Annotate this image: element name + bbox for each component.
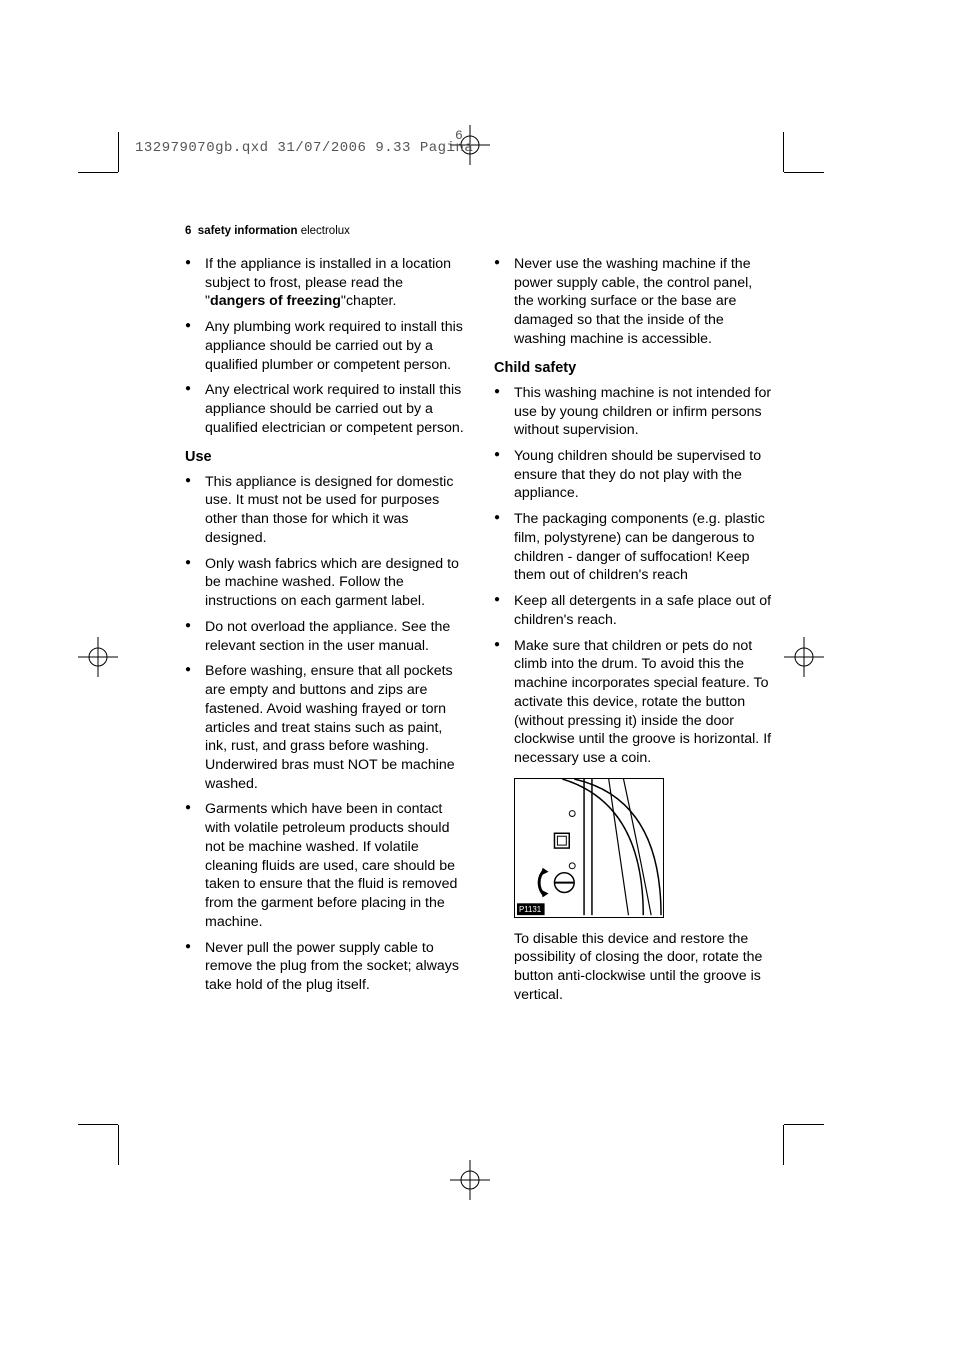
list-item: This washing machine is not intended for… [494,384,775,440]
print-job-header: 132979070gb.qxd 31/07/2006 9.33 Pagina [135,140,473,156]
bullet-text: "chapter. [341,293,397,309]
page-content: 6 safety information electrolux If the a… [185,225,775,1005]
registration-mark-icon [784,637,824,677]
list-item: Before washing, ensure that all pockets … [185,662,466,793]
brand-name: electrolux [301,225,350,237]
right-column: Never use the washing machine if the pow… [494,255,775,1005]
use-heading: Use [185,448,466,467]
intro-bullet-list: If the appliance is installed in a locat… [185,255,466,438]
closing-paragraph: To disable this device and restore the p… [494,930,775,1005]
bullet-bold: dangers of freezing [210,293,341,309]
child-bullet-list: This washing machine is not intended for… [494,384,775,768]
top-bullet-list: Never use the washing machine if the pow… [494,255,775,349]
list-item: Any plumbing work required to install th… [185,318,466,374]
list-item: Never pull the power supply cable to rem… [185,939,466,995]
list-item: Never use the washing machine if the pow… [494,255,775,349]
page-number: 6 [185,225,191,237]
registration-mark-icon [450,1160,490,1200]
registration-mark-icon [78,637,118,677]
list-item: Keep all detergents in a safe place out … [494,592,775,629]
list-item: Make sure that children or pets do not c… [494,637,775,768]
crop-mark [783,132,784,172]
list-item: Do not overload the appliance. See the r… [185,618,466,655]
list-item: The packaging components (e.g. plastic f… [494,510,775,585]
crop-mark [783,1125,784,1165]
child-safety-heading: Child safety [494,359,775,378]
list-item: This appliance is designed for domestic … [185,473,466,548]
list-item: Any electrical work required to install … [185,381,466,437]
crop-mark [784,172,824,173]
crop-mark [118,1125,119,1165]
section-title: safety information [198,225,298,237]
left-column: If the appliance is installed in a locat… [185,255,466,1005]
door-lock-figure: P1131 [514,778,664,918]
crop-mark [78,1124,118,1125]
use-bullet-list: This appliance is designed for domestic … [185,473,466,995]
print-page-glyph: 6 [455,128,463,143]
figure-label: P1131 [519,905,541,914]
list-item: If the appliance is installed in a locat… [185,255,466,311]
crop-mark [78,172,118,173]
crop-mark [118,132,119,172]
crop-mark [784,1124,824,1125]
list-item: Garments which have been in contact with… [185,800,466,931]
list-item: Young children should be supervised to e… [494,447,775,503]
list-item: Only wash fabrics which are designed to … [185,555,466,611]
running-head: 6 safety information electrolux [185,225,775,237]
